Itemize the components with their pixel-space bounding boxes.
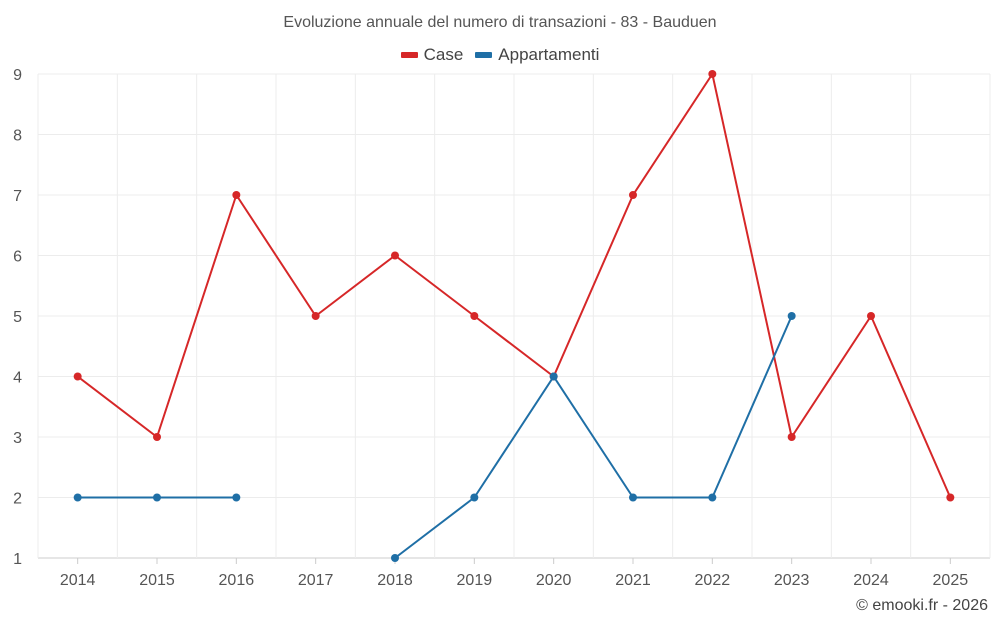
legend-label-case: Case	[423, 45, 464, 64]
y-tick-label: 9	[13, 67, 22, 84]
data-point-appartamenti	[391, 554, 399, 562]
credit-text: © emooki.fr - 2026	[856, 597, 988, 614]
legend-swatch-case	[400, 52, 418, 58]
data-point-case	[232, 191, 241, 199]
data-point-case	[391, 251, 399, 260]
data-point-case	[629, 191, 637, 199]
data-point-case	[867, 312, 875, 320]
data-point-case	[311, 312, 320, 320]
x-tick-label: 2015	[139, 572, 175, 589]
x-tick-label: 2024	[853, 572, 889, 589]
legend-item-case[interactable]: Case	[400, 45, 464, 65]
data-point-case	[787, 433, 796, 441]
data-point-appartamenti	[232, 493, 241, 502]
y-tick-label: 8	[13, 128, 22, 145]
x-tick-label: 2025	[933, 572, 969, 589]
data-point-appartamenti	[470, 493, 479, 502]
x-tick-label: 2022	[695, 572, 731, 589]
y-tick-label: 3	[13, 430, 22, 447]
data-point-case	[708, 70, 717, 78]
legend-swatch-appartamenti	[475, 52, 493, 58]
x-tick-label: 2023	[774, 572, 810, 589]
x-tick-label: 2018	[377, 572, 413, 589]
chart-title: Evoluzione annuale del numero di transaz…	[283, 14, 717, 31]
series-line-appartamenti	[394, 315, 793, 559]
x-tick-label: 2016	[219, 572, 255, 589]
y-tick-label: 1	[13, 551, 22, 568]
data-point-case	[470, 312, 479, 320]
data-point-appartamenti	[629, 493, 637, 502]
data-point-case	[946, 493, 955, 502]
data-point-appartamenti	[73, 493, 82, 502]
data-point-case	[153, 433, 161, 441]
data-point-appartamenti	[708, 493, 717, 502]
data-point-appartamenti	[787, 312, 796, 320]
y-tick-label: 4	[13, 370, 22, 387]
x-tick-label: 2019	[457, 572, 493, 589]
legend: Case Appartamenti	[0, 45, 1000, 65]
y-tick-label: 6	[13, 249, 22, 266]
x-tick-label: 2020	[536, 572, 572, 589]
y-tick-label: 5	[13, 309, 22, 326]
y-tick-label: 7	[13, 188, 22, 205]
data-point-appartamenti	[153, 493, 161, 502]
legend-label-appartamenti: Appartamenti	[498, 45, 600, 64]
data-point-case	[73, 372, 82, 381]
data-point-appartamenti	[549, 372, 558, 381]
series-line-case	[77, 73, 952, 498]
x-tick-label: 2017	[298, 572, 334, 589]
y-tick-label: 2	[13, 491, 22, 508]
x-tick-label: 2021	[615, 572, 651, 589]
x-tick-label: 2014	[60, 572, 96, 589]
legend-item-appartamenti[interactable]: Appartamenti	[475, 45, 599, 65]
